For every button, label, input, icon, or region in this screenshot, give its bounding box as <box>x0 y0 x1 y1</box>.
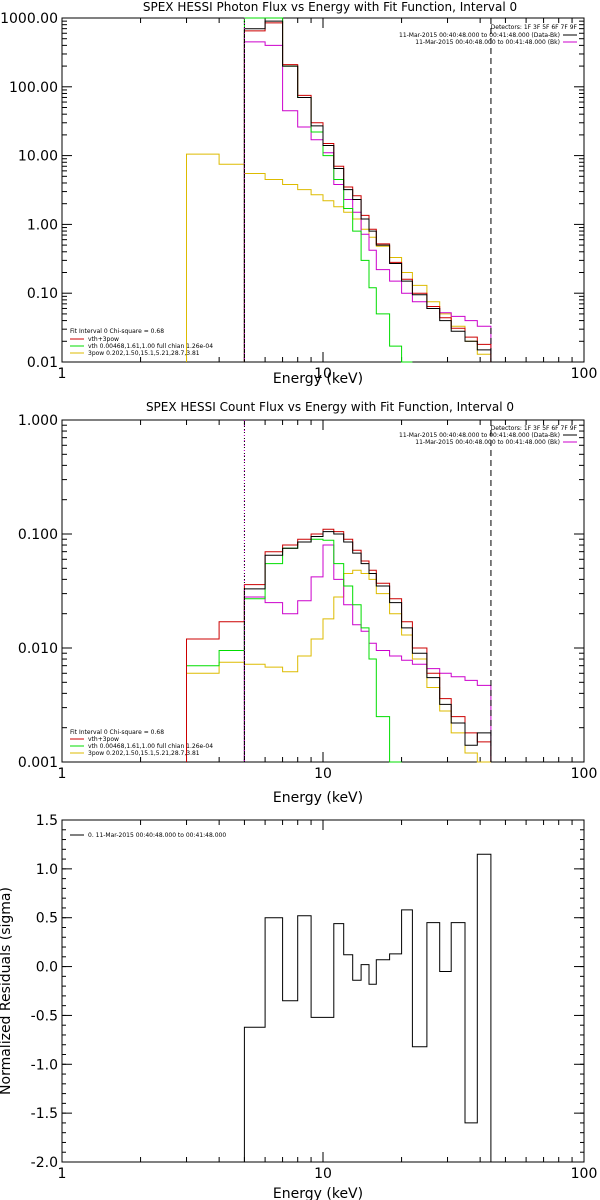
count-legend-databk: 11-Mar-2015 00:40:48.000 to 00:41:48.000… <box>399 432 560 439</box>
count-vlines <box>243 420 492 762</box>
x-tick-label: 1 <box>58 1166 67 1182</box>
count-panel-title: SPEX HESSI Count Flux vs Energy with Fit… <box>146 400 514 414</box>
photon-flux-panel: SPEX HESSI Photon Flux vs Energy with Fi… <box>0 0 597 387</box>
photon-vlines <box>243 18 492 362</box>
residuals-ylabel: Normalized Residuals (sigma) <box>0 887 14 1095</box>
y-tick-label: 100.00 <box>9 80 58 96</box>
series-bk-line <box>243 41 492 362</box>
y-tick-label: 0.10 <box>27 286 58 302</box>
series-3pow-line <box>186 569 491 763</box>
residuals-panel: 1 10 100 -2.0 -1.5 -1.0 -0.5 0.0 0.5 1.0 1.5 0. 11… <box>0 813 597 1200</box>
photon-ticks: 1 10 100 0.01 0.10 1.00 10.00 100.00 1000.00 <box>0 11 597 382</box>
y-tick-label: 1.5 <box>36 813 58 829</box>
series-bk-line <box>243 544 492 762</box>
y-tick-label: 0.001 <box>18 755 58 771</box>
count-fit-legend-sum: vth+3pow <box>88 736 119 743</box>
count-ticks: 1 10 100 0.001 0.010 0.100 1.000 <box>18 413 597 782</box>
y-tick-label: 10.00 <box>18 149 58 165</box>
photon-fit-legend-pow: 3pow 0.202,1.50,15.1,5.21,28.7,3.81 <box>88 350 200 357</box>
count-fit-legend-vth: vth 0.00468,1.61,1.00 full chian 1.26e-0… <box>88 743 213 750</box>
y-tick-label: 0.0 <box>36 960 58 976</box>
series-vth-line <box>243 17 413 363</box>
residuals-series <box>243 853 492 1162</box>
count-fit-legend-pow: 3pow 0.202,1.50,15.1,5.21,28.7,3.81 <box>88 750 200 757</box>
series-vth-3pow-line <box>186 528 492 762</box>
photon-panel-title: SPEX HESSI Photon Flux vs Energy with Fi… <box>143 0 517 14</box>
x-tick-label: 10 <box>314 766 332 782</box>
y-tick-label: -2.0 <box>31 1155 58 1171</box>
photon-fit-legend-vth: vth 0.00468,1.61,1.00 full chian 1.26e-0… <box>88 343 213 350</box>
photon-legend-bk: 11-Mar-2015 00:40:48.000 to 00:41:48.000… <box>415 39 560 46</box>
count-legend-detectors: Detectors: 1F 3F 5F 6F 7F 9F <box>491 425 578 432</box>
y-tick-label: 1.00 <box>27 217 58 233</box>
y-tick-label: -1.0 <box>31 1057 58 1073</box>
y-tick-label: -0.5 <box>31 1008 58 1024</box>
count-series <box>186 528 492 763</box>
series-3pow-line <box>186 153 492 362</box>
x-tick-label: 100 <box>571 366 598 382</box>
series-data-bk-line <box>243 531 492 762</box>
x-tick-label: 10 <box>314 1166 332 1182</box>
x-tick-label: 1 <box>58 366 67 382</box>
y-tick-label: 0.010 <box>18 641 58 657</box>
residuals-legend: 0. 11-Mar-2015 00:40:48.000 to 00:41:48.… <box>88 832 226 839</box>
series-vth-3pow-line <box>243 22 492 362</box>
photon-legend-detectors: Detectors: 1F 3F 5F 6F 7F 9F <box>491 24 578 31</box>
photon-series <box>186 17 492 363</box>
photon-fit-legend-sum: vth+3pow <box>88 336 119 343</box>
x-tick-label: 100 <box>571 1166 598 1182</box>
y-tick-label: 0.100 <box>18 527 58 543</box>
residuals-xlabel: Energy (keV) <box>273 1186 363 1200</box>
y-tick-label: 0.01 <box>27 355 58 371</box>
residuals-ticks: 1 10 100 -2.0 -1.5 -1.0 -0.5 0.0 0.5 1.0 1.5 <box>31 813 598 1182</box>
series-data-bk-line <box>243 20 492 362</box>
count-flux-panel: SPEX HESSI Count Flux vs Energy with Fit… <box>18 400 597 806</box>
y-tick-label: 1.000 <box>18 413 58 429</box>
count-xlabel: Energy (keV) <box>273 790 363 806</box>
residuals-plot-frame <box>61 819 585 1163</box>
photon-legend-databk: 11-Mar-2015 00:40:48.000 to 00:41:48.000… <box>399 32 560 39</box>
y-tick-label: 0.5 <box>36 911 58 927</box>
photon-fit-legend-title: Fit Interval 0 Chi-square = 0.68 <box>70 328 164 335</box>
x-tick-label: 10 <box>314 366 332 382</box>
y-tick-label: -1.5 <box>31 1106 58 1122</box>
count-legend-bk: 11-Mar-2015 00:40:48.000 to 00:41:48.000… <box>415 439 560 446</box>
x-tick-label: 1 <box>58 766 67 782</box>
residuals-line <box>243 853 492 1162</box>
x-tick-label: 100 <box>571 766 598 782</box>
photon-plot-frame <box>61 17 585 363</box>
count-fit-legend-title: Fit Interval 0 Chi-square = 0.68 <box>70 729 164 736</box>
y-tick-label: 1000.00 <box>0 11 58 27</box>
y-tick-label: 1.0 <box>36 862 58 878</box>
count-plot-frame <box>61 419 585 763</box>
photon-xlabel: Energy (keV) <box>273 371 363 387</box>
